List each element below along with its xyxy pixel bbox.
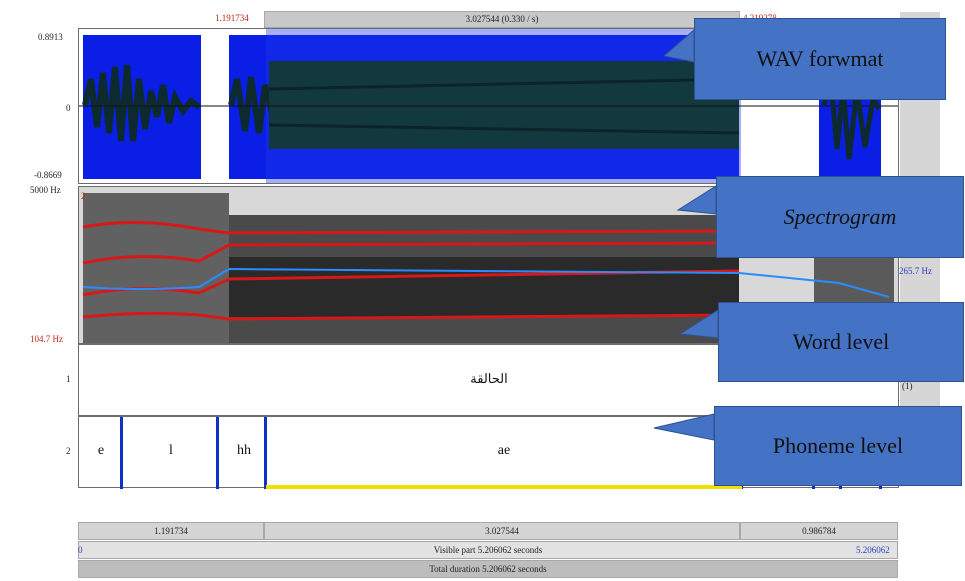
phoneme-boundary[interactable] bbox=[216, 417, 219, 489]
formant-f4 bbox=[82, 220, 740, 235]
pitch-contour bbox=[82, 267, 890, 298]
phoneme-label[interactable]: l bbox=[169, 443, 173, 458]
waveform-sustained bbox=[269, 61, 739, 149]
waveform-burst-1 bbox=[82, 64, 201, 142]
spectrogram-top-label: 5000 Hz bbox=[30, 185, 61, 195]
tier1-word[interactable]: الحالقة bbox=[470, 371, 508, 386]
spectrogram-cursor-label: 265.7 Hz bbox=[899, 266, 932, 276]
spectrogram-dark-band bbox=[229, 257, 739, 317]
selection-underline bbox=[266, 485, 742, 489]
waveform-svg bbox=[79, 29, 898, 183]
tier1-count: (1) bbox=[902, 381, 913, 391]
callout-spectrogram: Spectrogram bbox=[716, 176, 964, 258]
tier1-number: 1 bbox=[66, 374, 71, 384]
phoneme-boundary[interactable] bbox=[120, 417, 123, 489]
formant-f1 bbox=[82, 311, 740, 321]
spectrogram-panel[interactable]: 2 bbox=[78, 186, 899, 344]
waveform-max-label: 0.8913 bbox=[38, 32, 63, 42]
segment-right-bar[interactable]: 0.986784 bbox=[740, 522, 898, 540]
segment-right-label: 0.986784 bbox=[802, 526, 836, 536]
callout-wav-text: WAV forwmat bbox=[756, 46, 884, 71]
spectrogram-bottom-label: 104.7 Hz bbox=[30, 334, 63, 344]
visible-part-label: Visible part 5.206062 seconds bbox=[433, 545, 543, 555]
selection-start-label: 1.191734 bbox=[215, 13, 249, 23]
waveform-envelope bbox=[268, 77, 740, 135]
callout-wav: WAV forwmat bbox=[694, 18, 946, 100]
segment-left-label: 1.191734 bbox=[154, 526, 188, 536]
selection-duration-label: 3.027544 (0.330 / s) bbox=[465, 14, 539, 24]
visible-part-bar[interactable]: Visible part 5.206062 seconds bbox=[78, 541, 898, 559]
total-duration-label: Total duration 5.206062 seconds bbox=[429, 564, 547, 574]
callout-spectrogram-text: Spectrogram bbox=[783, 204, 897, 229]
phoneme-label[interactable]: hh bbox=[237, 443, 251, 458]
callout-word: Word level bbox=[718, 302, 964, 382]
tier2-number: 2 bbox=[66, 446, 71, 456]
visible-start-label: 0 bbox=[78, 545, 83, 555]
phoneme-label[interactable]: ae bbox=[497, 443, 511, 458]
waveform-burst-3 bbox=[821, 80, 882, 160]
selection-duration-bar[interactable]: 3.027544 (0.330 / s) bbox=[264, 11, 740, 28]
segment-left-bar[interactable]: 1.191734 bbox=[78, 522, 264, 540]
segment-mid-label: 3.027544 bbox=[485, 526, 519, 536]
phoneme-label[interactable]: e bbox=[97, 443, 105, 458]
visible-end-label: 5.206062 bbox=[856, 545, 890, 555]
callout-phoneme: Phoneme level bbox=[714, 406, 962, 486]
callout-word-text: Word level bbox=[792, 329, 890, 354]
spectrogram-top-mark: 2 bbox=[81, 191, 86, 201]
segment-mid-bar[interactable]: 3.027544 bbox=[264, 522, 740, 540]
formant-f3 bbox=[82, 241, 740, 265]
callout-phoneme-text: Phoneme level bbox=[772, 433, 904, 458]
total-duration-bar[interactable]: Total duration 5.206062 seconds bbox=[78, 560, 898, 578]
waveform-burst-2 bbox=[228, 76, 278, 134]
waveform-zero-label: 0 bbox=[66, 103, 71, 113]
waveform-min-label: -0.8669 bbox=[34, 170, 62, 180]
phoneme-boundary[interactable] bbox=[264, 417, 267, 489]
spectrogram-burst-1 bbox=[83, 193, 229, 343]
